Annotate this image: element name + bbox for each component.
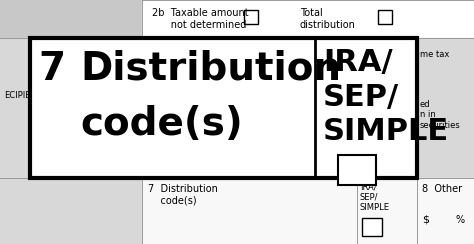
Bar [30, 38, 417, 178]
Bar [417, 178, 474, 244]
Bar [244, 10, 258, 24]
Bar [362, 218, 382, 236]
Text: 7  Distribution
    code(s): 7 Distribution code(s) [148, 184, 218, 206]
Text: 2b  Taxable amount
      not determined: 2b Taxable amount not determined [152, 8, 249, 30]
Text: 7: 7 [38, 50, 65, 88]
Bar [0, 38, 30, 178]
Text: Total
distribution: Total distribution [300, 8, 356, 30]
Text: IRA/
SEP/
SIMPLE: IRA/ SEP/ SIMPLE [360, 182, 390, 212]
Bar [378, 10, 392, 24]
Text: %: % [456, 215, 465, 225]
Bar [357, 178, 417, 244]
Text: ed
n in
securities: ed n in securities [420, 100, 461, 130]
Text: code(s): code(s) [80, 105, 243, 143]
Text: 8  Other: 8 Other [422, 184, 462, 194]
Bar [142, 0, 474, 38]
Bar [338, 155, 376, 185]
Text: me tax: me tax [420, 50, 449, 59]
Text: IRA/
SEP/
SIMPLE: IRA/ SEP/ SIMPLE [323, 48, 449, 146]
Bar [0, 178, 142, 244]
Text: $: $ [422, 215, 429, 225]
Bar [30, 38, 417, 178]
Bar [142, 178, 357, 244]
Bar [417, 38, 474, 178]
Text: Distribution: Distribution [80, 50, 341, 88]
Text: ECIPIE: ECIPIE [4, 91, 30, 100]
